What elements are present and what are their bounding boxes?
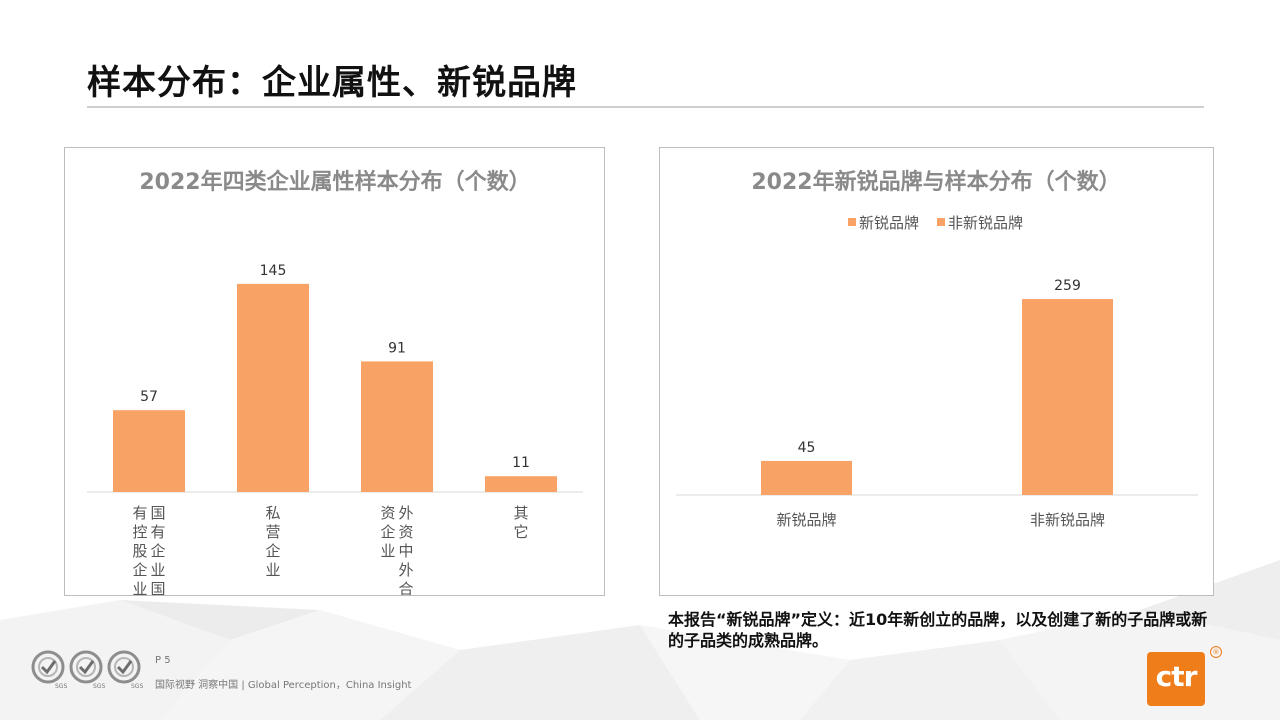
category-label: 企: [132, 561, 147, 579]
category-label: 资: [398, 523, 413, 541]
category-label: 控: [132, 523, 147, 541]
sgs-badge-icon: SGS: [31, 650, 67, 690]
logo-text: ctr: [1155, 660, 1198, 693]
chart-title: 2022年四类企业属性样本分布（个数）: [139, 169, 530, 195]
category-label: 业: [380, 542, 395, 560]
sgs-badge-label: SGS: [55, 683, 67, 690]
footer-slogan: 国际视野 洞察中国 | Global Perception，China Insi…: [155, 680, 412, 691]
category-label: 合: [398, 580, 413, 595]
definition-note: 本报告“新锐品牌”定义：近10年新创立的品牌，以及创建了新的子品牌或新的子品类的…: [668, 610, 1208, 650]
category-label: 非新锐品牌: [1030, 511, 1105, 529]
enterprise-type-chart: 2022年四类企业属性样本分布（个数） 57 国有企业国有控股企业 145 私营企业 9…: [64, 147, 605, 596]
category-label: 营: [265, 523, 280, 541]
category-label: 外: [398, 561, 413, 579]
bar: [113, 410, 185, 492]
sgs-certification-badges: SGS SGS SGS: [31, 650, 143, 690]
category-label: 企: [380, 523, 395, 541]
chart-legend: 新锐品牌 非新锐品牌: [848, 214, 1023, 232]
category-label: 有: [132, 504, 147, 522]
bar: [485, 476, 557, 492]
sgs-badge-icon: SGS: [107, 650, 143, 690]
category-label: 企: [265, 542, 280, 560]
data-label: 45: [798, 440, 816, 456]
bar: [361, 361, 433, 492]
category-label: 业: [150, 561, 165, 579]
category-label: 企: [150, 542, 165, 560]
sgs-badge-label: SGS: [93, 683, 105, 690]
category-label: 它: [513, 523, 528, 541]
category-label: 中: [398, 542, 413, 560]
title-divider: [87, 106, 1204, 108]
new-brand-chart: 2022年新锐品牌与样本分布（个数） 新锐品牌 非新锐品牌 45 新锐品牌 259 非新…: [659, 147, 1214, 596]
category-label: 其: [513, 504, 528, 522]
category-label: 业: [132, 580, 147, 595]
bar: [761, 460, 852, 495]
legend-swatch: [937, 218, 945, 226]
data-label: 259: [1054, 278, 1081, 294]
category-label: 股: [132, 542, 147, 560]
enterprise-type-chart-svg: 2022年四类企业属性样本分布（个数） 57国有企业国有控股企业145私营企业9…: [87, 169, 583, 595]
category-label: 新锐品牌: [776, 511, 836, 529]
chart-title: 2022年新锐品牌与样本分布（个数）: [751, 169, 1120, 195]
category-label: 业: [265, 561, 280, 579]
category-label: 资: [380, 504, 395, 522]
legend-swatch: [848, 218, 856, 226]
category-label: 国: [150, 504, 165, 522]
legend-label: 非新锐品牌: [948, 214, 1023, 232]
legend-label: 新锐品牌: [859, 214, 919, 232]
data-label: 145: [260, 263, 287, 279]
registered-mark: ®: [1210, 646, 1222, 658]
ctr-logo: ctr: [1147, 652, 1205, 706]
page-number: P 5: [155, 655, 171, 666]
new-brand-chart-svg: 2022年新锐品牌与样本分布（个数） 新锐品牌 非新锐品牌 45新锐品牌259非新…: [676, 169, 1198, 529]
category-label: 外: [398, 504, 413, 522]
bar: [237, 283, 309, 492]
sgs-badge-icon: SGS: [69, 650, 105, 690]
page-title: 样本分布：企业属性、新锐品牌: [87, 63, 577, 103]
data-label: 57: [140, 389, 158, 405]
category-label: 国: [150, 580, 165, 595]
data-label: 11: [512, 455, 530, 471]
category-label: 有: [150, 523, 165, 541]
data-label: 91: [388, 340, 406, 356]
sgs-badge-label: SGS: [131, 683, 143, 690]
category-label: 私: [265, 504, 280, 522]
bar: [1022, 299, 1113, 495]
